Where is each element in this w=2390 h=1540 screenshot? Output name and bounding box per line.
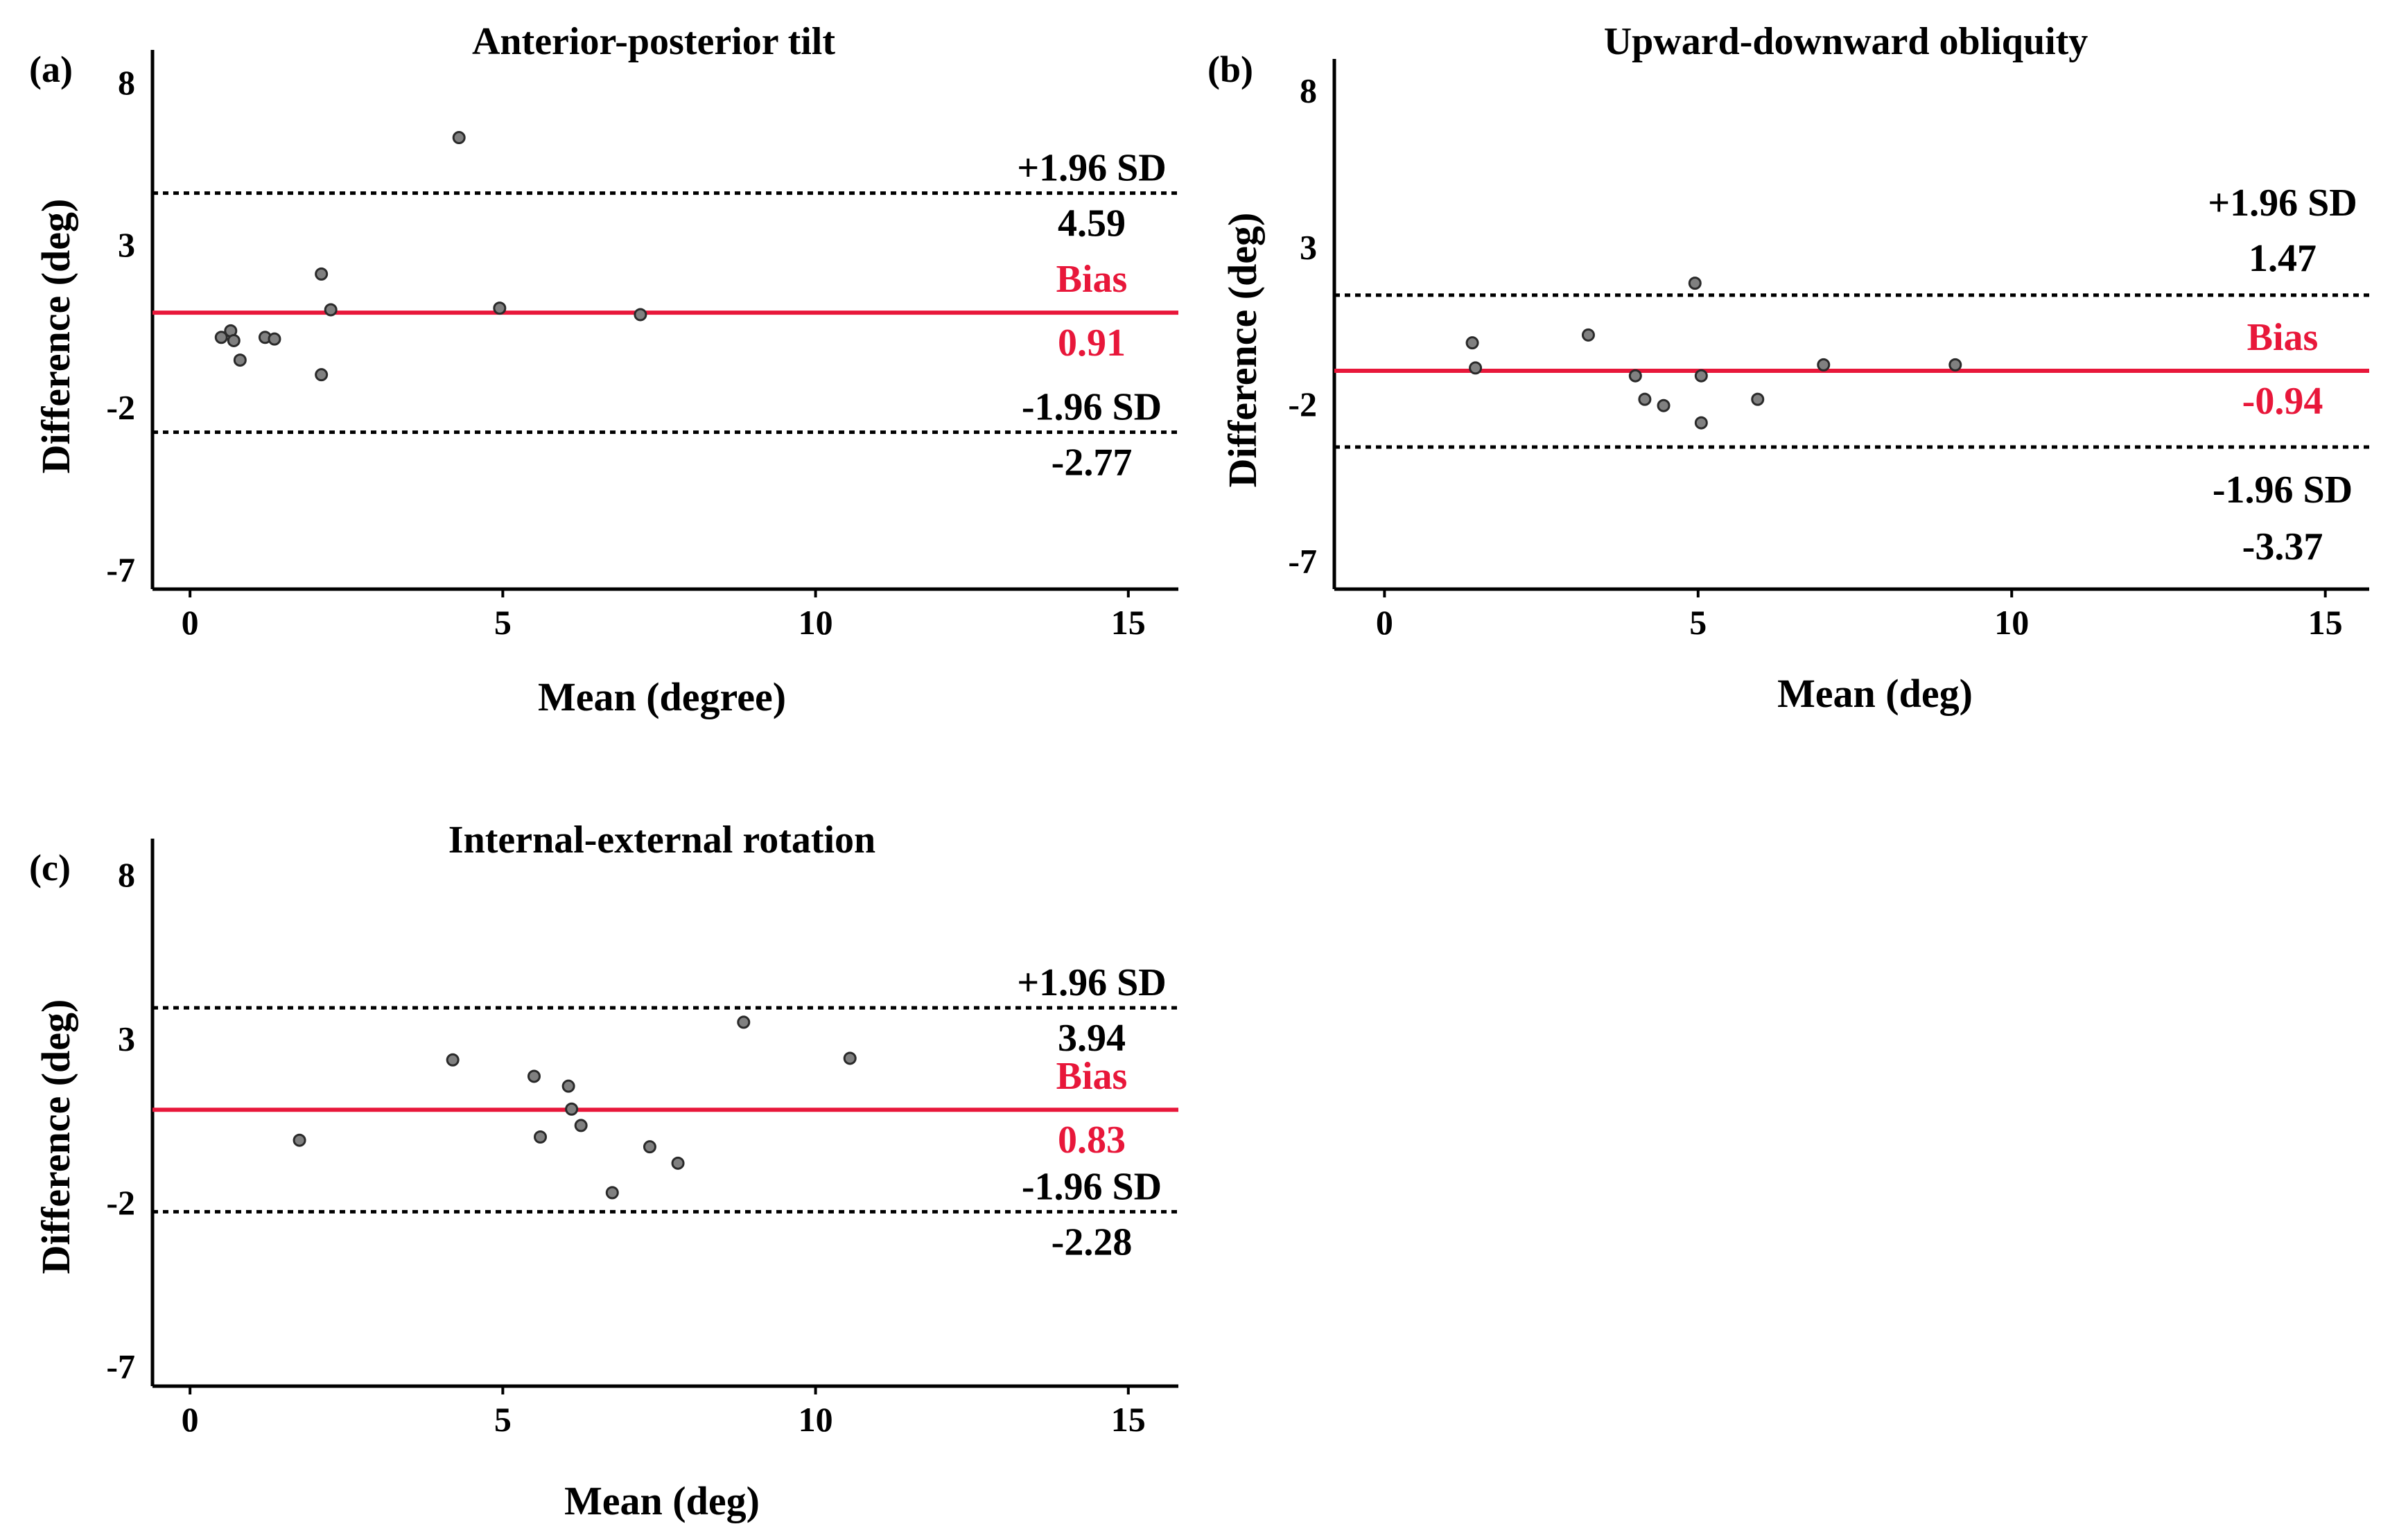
panel-c-ylabel: Difference (deg) — [33, 999, 78, 1275]
panel-b-data-point — [1581, 328, 1595, 342]
panel-a-lower-loa-value: -2.77 — [1052, 441, 1133, 484]
panel-a-label: (a) — [29, 49, 73, 90]
panel-c-xtick-label: 15 — [1111, 1400, 1146, 1439]
panel-b-ytick-label: 8 — [1300, 71, 1317, 110]
panel-a-title: Anterior-posterior tilt — [472, 20, 835, 63]
panel-c-bias-value: 0.83 — [1058, 1119, 1126, 1162]
panel-a-xlabel: Mean (degree) — [538, 674, 786, 719]
panel-c-ytick-label: -2 — [106, 1183, 135, 1222]
panel-c-xtick-label: 5 — [494, 1400, 512, 1439]
panel-c-xtick-label: 0 — [182, 1400, 199, 1439]
panel-a-data-point — [493, 301, 507, 315]
panel-a-bias-value: 0.91 — [1058, 322, 1126, 365]
panel-b-data-point — [1465, 336, 1479, 350]
panel-c-upper-loa-value: 3.94 — [1058, 1017, 1126, 1060]
panel-b-data-point — [1688, 277, 1702, 290]
panel-a-bias-label: Bias — [1056, 258, 1128, 301]
panel-c-data-point — [671, 1156, 685, 1170]
panel-b-data-point — [1628, 369, 1642, 383]
panel-a-xtick-label: 15 — [1111, 603, 1146, 642]
panel-a-data-point — [233, 353, 247, 367]
panel-b-data-point — [1694, 369, 1708, 383]
panel-c-ytick-label: 8 — [118, 855, 135, 894]
panel-b-ytick-label: -2 — [1288, 385, 1317, 423]
panel-b-bias-label: Bias — [2247, 316, 2319, 359]
panel-c-data-point — [574, 1119, 588, 1132]
panel-b-data-point — [1948, 358, 1962, 371]
panel-b-bias-value: -0.94 — [2242, 380, 2323, 423]
panel-c-data-point — [293, 1133, 306, 1147]
panel-b-xtick-label: 10 — [1994, 603, 2029, 642]
panel-a-xtick-label: 0 — [182, 603, 199, 642]
panel-c-data-point — [605, 1186, 619, 1200]
panel-c-data-point — [565, 1102, 579, 1116]
panel-b: (b) Upward-downward obliquity Difference… — [1207, 20, 2369, 716]
panel-c-upper-loa-label: +1.96 SD — [1017, 961, 1167, 1004]
panel-a-data-point — [452, 131, 466, 145]
panel-b-data-point — [1751, 392, 1765, 406]
panel-a-ylabel: Difference (deg) — [33, 199, 78, 474]
panel-c-data-point — [643, 1140, 656, 1154]
panel-a-data-point — [324, 303, 338, 317]
panel-a-upper-loa-label: +1.96 SD — [1017, 147, 1167, 190]
panel-b-upper-loa-value: 1.47 — [2249, 237, 2317, 280]
panel-b-label: (b) — [1207, 49, 1253, 90]
panel-c-lower-loa-label: -1.96 SD — [1022, 1165, 1162, 1208]
panel-b-data-point — [1469, 361, 1483, 375]
panel-c-data-point — [446, 1053, 460, 1067]
panel-a-lower-loa-label: -1.96 SD — [1022, 386, 1162, 429]
panel-c-xtick-label: 10 — [799, 1400, 833, 1439]
panel-a-xtick-label: 5 — [494, 603, 512, 642]
panel-c: (c) Internal-external rotation Differenc… — [29, 819, 1178, 1523]
panel-b-ytick-label: -7 — [1288, 541, 1317, 580]
panel-c-data-point — [843, 1051, 857, 1065]
panel-a-data-point — [634, 308, 647, 322]
panel-b-ylabel: Difference (deg) — [1220, 213, 1265, 488]
panel-a-data-point — [315, 368, 329, 382]
panel-a-ytick-label: 3 — [118, 225, 135, 264]
panel-a-data-point — [315, 267, 329, 281]
panel-b-lower-loa-value: -3.37 — [2242, 525, 2323, 568]
panel-a: (a) Anterior-posterior tilt Difference (… — [29, 20, 1178, 719]
panel-b-xtick-label: 15 — [2308, 603, 2343, 642]
panel-a-plot: 8 3 -2 -7 0 5 10 15 +1.96 SD 4.59 Bias 0.91 -1.96 SD… — [106, 50, 1178, 642]
panel-c-lower-loa-value: -2.28 — [1052, 1220, 1133, 1263]
panel-a-ytick-label: 8 — [118, 63, 135, 102]
panel-b-xtick-label: 5 — [1689, 603, 1707, 642]
panel-c-label: (c) — [29, 847, 71, 889]
panel-b-plot: 8 3 -2 -7 0 5 10 15 +1.96 SD 1.47 Bias -0.94 -1.96 S… — [1288, 59, 2369, 642]
panel-a-data-point — [268, 332, 281, 346]
panel-b-xtick-label: 0 — [1376, 603, 1393, 642]
panel-a-data-point — [227, 333, 241, 347]
panel-b-data-point — [1817, 358, 1831, 371]
panel-a-ytick-label: -2 — [106, 388, 135, 427]
panel-c-ytick-label: 3 — [118, 1020, 135, 1058]
panel-b-title: Upward-downward obliquity — [1604, 20, 2088, 63]
panel-a-ytick-label: -7 — [106, 550, 135, 589]
panel-b-lower-loa-label: -1.96 SD — [2213, 469, 2353, 511]
panel-c-data-point — [527, 1069, 541, 1083]
panel-b-upper-loa-label: +1.96 SD — [2208, 182, 2357, 225]
panel-c-xlabel: Mean (deg) — [564, 1478, 760, 1523]
panel-b-ytick-label: 3 — [1300, 228, 1317, 267]
panel-c-title: Internal-external rotation — [448, 819, 875, 861]
panel-c-data-point — [534, 1130, 548, 1144]
panel-c-ytick-label: -7 — [106, 1347, 135, 1386]
panel-c-bias-label: Bias — [1056, 1055, 1128, 1098]
panel-a-xtick-label: 10 — [799, 603, 833, 642]
panel-b-data-point — [1657, 399, 1671, 412]
panel-b-xlabel: Mean (deg) — [1777, 671, 1973, 716]
panel-a-data-point — [214, 331, 228, 344]
panel-c-data-point — [561, 1079, 575, 1093]
panel-a-upper-loa-value: 4.59 — [1058, 202, 1126, 245]
panel-b-data-point — [1638, 392, 1652, 406]
panel-b-data-point — [1694, 416, 1708, 430]
panel-c-data-point — [737, 1015, 751, 1029]
